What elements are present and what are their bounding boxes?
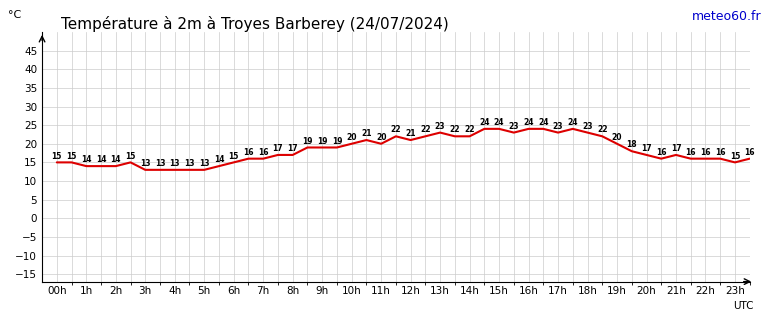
- Text: 23: 23: [553, 122, 563, 131]
- Text: 14: 14: [110, 155, 121, 164]
- Text: meteo60.fr: meteo60.fr: [692, 10, 761, 23]
- Text: 16: 16: [685, 148, 696, 157]
- Text: 14: 14: [213, 155, 224, 164]
- Text: 15: 15: [229, 152, 239, 161]
- Text: 17: 17: [272, 144, 283, 153]
- Text: 20: 20: [612, 133, 622, 142]
- Text: 24: 24: [479, 118, 490, 127]
- Text: 13: 13: [155, 159, 165, 168]
- Text: 19: 19: [332, 137, 342, 146]
- Text: 18: 18: [627, 140, 637, 149]
- Text: 15: 15: [125, 152, 135, 161]
- Text: 23: 23: [435, 122, 445, 131]
- Text: 19: 19: [302, 137, 313, 146]
- Text: 15: 15: [730, 152, 741, 161]
- Text: 19: 19: [317, 137, 327, 146]
- Text: 24: 24: [538, 118, 549, 127]
- Text: 23: 23: [582, 122, 593, 131]
- Text: °C: °C: [8, 10, 21, 20]
- Text: 21: 21: [405, 129, 416, 138]
- Text: 13: 13: [140, 159, 151, 168]
- Text: 14: 14: [96, 155, 106, 164]
- Text: UTC: UTC: [733, 301, 754, 311]
- Text: 15: 15: [67, 152, 76, 161]
- Text: 16: 16: [258, 148, 269, 157]
- Text: 22: 22: [420, 125, 431, 134]
- Text: 13: 13: [184, 159, 195, 168]
- Text: 13: 13: [199, 159, 210, 168]
- Text: 23: 23: [509, 122, 519, 131]
- Text: 22: 22: [391, 125, 401, 134]
- Text: 24: 24: [494, 118, 504, 127]
- Text: 22: 22: [464, 125, 475, 134]
- Text: 20: 20: [376, 133, 386, 142]
- Text: 13: 13: [170, 159, 180, 168]
- Text: 20: 20: [347, 133, 357, 142]
- Text: 24: 24: [523, 118, 534, 127]
- Text: 17: 17: [671, 144, 682, 153]
- Text: 16: 16: [656, 148, 666, 157]
- Text: 21: 21: [361, 129, 372, 138]
- Text: 16: 16: [715, 148, 725, 157]
- Text: 14: 14: [81, 155, 92, 164]
- Text: 16: 16: [744, 148, 755, 157]
- Text: 24: 24: [568, 118, 578, 127]
- Text: 17: 17: [288, 144, 298, 153]
- Text: 16: 16: [243, 148, 254, 157]
- Text: Température à 2m à Troyes Barberey (24/07/2024): Température à 2m à Troyes Barberey (24/0…: [61, 16, 449, 32]
- Text: 15: 15: [51, 152, 62, 161]
- Text: 17: 17: [641, 144, 652, 153]
- Text: 22: 22: [597, 125, 607, 134]
- Text: 16: 16: [700, 148, 711, 157]
- Text: 22: 22: [450, 125, 460, 134]
